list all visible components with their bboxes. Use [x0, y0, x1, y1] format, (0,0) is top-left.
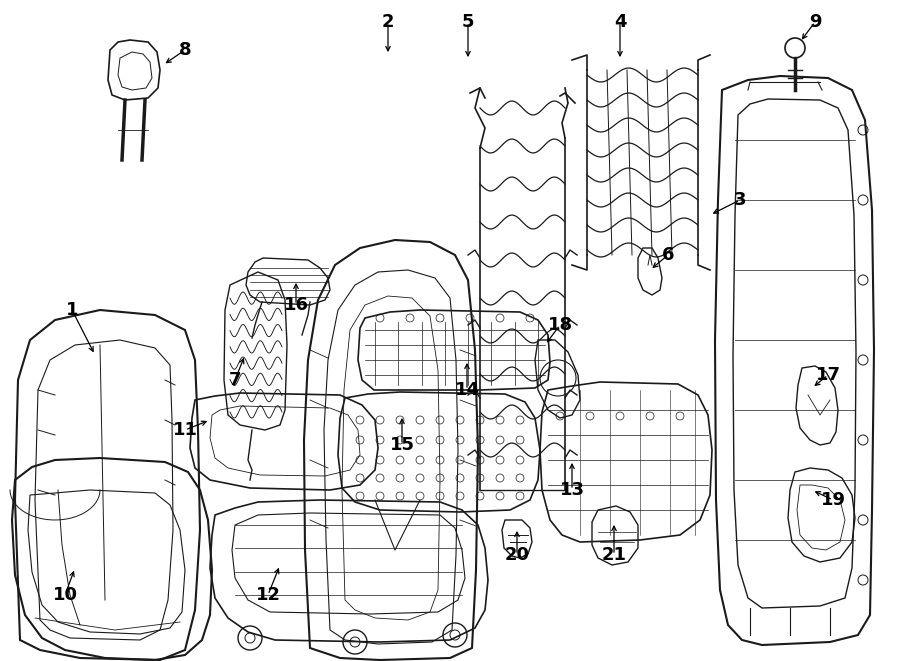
Text: 20: 20: [505, 546, 529, 564]
Text: 6: 6: [662, 246, 674, 264]
Text: 10: 10: [52, 586, 77, 604]
Text: 3: 3: [734, 191, 746, 209]
Text: 11: 11: [173, 421, 197, 439]
Text: 4: 4: [614, 13, 626, 31]
Text: 9: 9: [809, 13, 821, 31]
Text: 13: 13: [560, 481, 584, 499]
Text: 17: 17: [815, 366, 841, 384]
Text: 7: 7: [229, 371, 241, 389]
Text: 14: 14: [454, 381, 480, 399]
Text: 1: 1: [66, 301, 78, 319]
Text: 2: 2: [382, 13, 394, 31]
Text: 16: 16: [284, 296, 309, 314]
Text: 12: 12: [256, 586, 281, 604]
Text: 8: 8: [179, 41, 192, 59]
Text: 19: 19: [821, 491, 845, 509]
Text: 15: 15: [390, 436, 415, 454]
Text: 18: 18: [547, 316, 572, 334]
Text: 21: 21: [601, 546, 626, 564]
Text: 5: 5: [462, 13, 474, 31]
